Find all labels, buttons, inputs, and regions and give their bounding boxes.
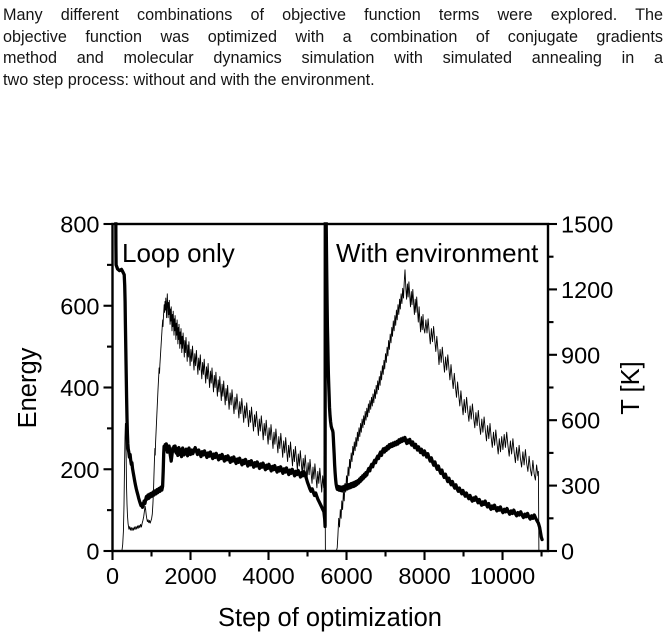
left-tick-label: 800: [60, 212, 99, 238]
paragraph-line: objective function was optimized with a …: [3, 27, 663, 46]
plot-frame: [111, 222, 550, 553]
x-tick-label: 10000: [470, 563, 535, 589]
x-tick-label: 0: [106, 563, 119, 589]
x-tick-label: 8000: [398, 563, 450, 589]
paragraph-line: two step process: without and with the e…: [3, 70, 375, 89]
right-tick-label: 0: [561, 539, 574, 565]
right-tick-label: 900: [561, 342, 600, 368]
x-tick-label: 2000: [164, 563, 216, 589]
right-tick-label: 1500: [561, 212, 613, 238]
left-tick-label: 200: [60, 457, 99, 483]
energy-series-line: [114, 222, 544, 542]
right-tick-label: 1200: [561, 277, 613, 303]
series-group: [114, 222, 544, 552]
panel-label-with-environment: With environment: [336, 238, 539, 268]
left-tick-label: 400: [60, 375, 99, 401]
right-axis-title: T [K]: [617, 361, 645, 414]
right-tick-label: 300: [561, 473, 600, 499]
right-tick-label: 600: [561, 408, 600, 434]
paragraph-line: Many different combinations of objective…: [3, 6, 663, 24]
x-tick-label: 4000: [242, 563, 294, 589]
panel-label-loop-only: Loop only: [122, 238, 235, 268]
left-tick-label: 600: [60, 293, 99, 319]
x-axis-title: Step of optimization: [218, 604, 442, 632]
left-tick-label: 0: [86, 539, 99, 565]
axis-ticks: 0 2000 4000 6000 8000 10000020040060080003006…: [60, 212, 613, 590]
paragraph-line: method and molecular dynamics simulation…: [3, 49, 663, 67]
x-tick-label: 6000: [320, 563, 372, 589]
left-axis-title: Energy: [14, 347, 42, 428]
intro-paragraph: Many different combinations of objective…: [3, 5, 663, 91]
temperature-series-line: [121, 269, 540, 552]
